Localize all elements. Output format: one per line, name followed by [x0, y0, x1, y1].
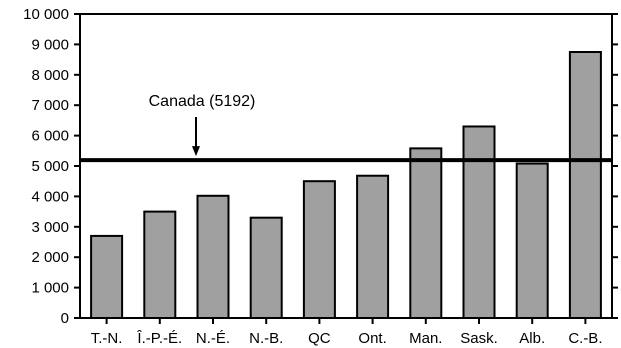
y-axis: 0 1 000 2 000 3 000 4 000 5 000 6 000 7 000 8 00… — [23, 6, 618, 327]
y-tick-label: 5 000 — [31, 158, 69, 175]
bar — [90, 234, 124, 319]
bar — [143, 210, 177, 320]
bar — [302, 180, 336, 319]
x-tick-label: C.-B. — [568, 330, 602, 347]
bars — [90, 51, 602, 320]
bar — [249, 216, 283, 319]
reference-line-group: Canada (5192) — [80, 93, 612, 163]
x-tick-label: Sask. — [460, 330, 498, 347]
bar — [196, 194, 230, 320]
x-tick-label: Î.-P.-É. — [136, 330, 182, 347]
x-tick-label: Alb. — [519, 330, 545, 347]
y-tick-label: 10 000 — [23, 6, 69, 23]
bar — [356, 174, 390, 319]
bar — [409, 147, 443, 319]
y-tick-label: 1 000 — [31, 280, 69, 297]
x-tick-label: N.-É. — [196, 330, 230, 347]
reference-line-label: Canada (5192) — [149, 93, 256, 110]
bar — [568, 51, 602, 319]
x-tick-label: Ont. — [358, 330, 386, 347]
y-tick-label: 4 000 — [31, 188, 69, 205]
y-tick-label: 8 000 — [31, 67, 69, 84]
bar — [462, 125, 496, 320]
y-tick-label: 9 000 — [31, 36, 69, 53]
x-tick-label: T.-N. — [91, 330, 123, 347]
y-tick-label: 3 000 — [31, 219, 69, 236]
bar — [515, 162, 549, 319]
y-tick-label: 7 000 — [31, 97, 69, 114]
plot-frame — [79, 13, 613, 319]
x-axis: T.-N. Î.-P.-É. N.-É. N.-B. QC Ont. Man. Sask. Al… — [91, 318, 602, 347]
y-tick-label: 6 000 — [31, 128, 69, 145]
x-tick-label: Man. — [409, 330, 442, 347]
y-tick-label: 0 — [61, 310, 69, 327]
x-tick-label: QC — [308, 330, 331, 347]
y-tick-label: 2 000 — [31, 249, 69, 266]
x-tick-label: N.-B. — [249, 330, 283, 347]
reference-arrow-head — [192, 146, 200, 157]
